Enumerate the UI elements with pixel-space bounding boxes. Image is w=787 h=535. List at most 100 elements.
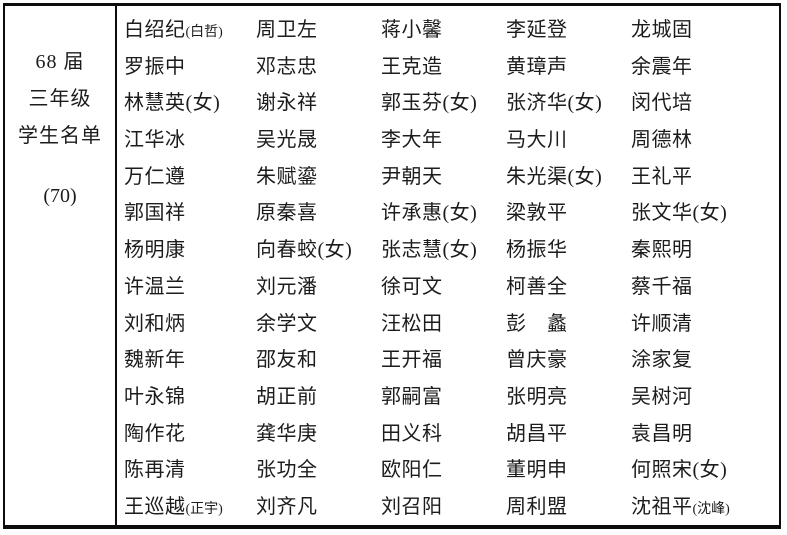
roster-header-line: 三年级 <box>28 88 92 110</box>
name-cell: 蔡千福 <box>624 270 779 299</box>
student-name: 欧阳仁 <box>381 459 443 482</box>
name-cell: 郭嗣富 <box>374 380 499 409</box>
name-cell: 张志慧(女) <box>374 233 499 262</box>
name-cell: 杨振华 <box>499 233 624 262</box>
name-cell: 余学文 <box>249 307 374 336</box>
student-name: 涂家复 <box>631 349 693 372</box>
student-name: 黄璋声 <box>506 55 568 78</box>
student-name: 余学文 <box>256 312 318 335</box>
student-name: 向春蛟(女) <box>256 239 353 262</box>
student-name: 袁昌明 <box>631 422 693 445</box>
student-name: 吴光晟 <box>256 129 318 152</box>
name-cell: 王开福 <box>374 343 499 372</box>
alias-note: (白哲) <box>185 24 223 40</box>
name-cell: 梁敦平 <box>499 196 624 225</box>
student-name: 张明亮 <box>506 386 568 409</box>
student-name: 万仁遵 <box>124 165 186 188</box>
student-name: 龙城固 <box>631 18 693 41</box>
name-cell: 周卫左 <box>249 13 374 42</box>
student-name: 何照宋(女) <box>631 459 728 482</box>
student-name: 朱赋鎏 <box>256 165 318 188</box>
table-row: 白绍纪(白哲) 周卫左 蒋小馨 李延登 龙城固 <box>117 9 779 46</box>
table-row: 万仁遵 朱赋鎏 尹朝天 朱光渠(女) 王礼平 <box>117 156 779 193</box>
student-name: 田义科 <box>381 422 443 445</box>
student-name: 邵友和 <box>256 349 318 372</box>
student-name: 邓志忠 <box>256 55 318 78</box>
student-name: 朱光渠(女) <box>506 165 603 188</box>
student-name: 曾庆豪 <box>506 349 568 372</box>
name-cell: 闵代培 <box>624 86 779 115</box>
student-name: 白绍纪 <box>124 18 186 41</box>
student-roster-table: 68 届三年级 学生名单 (70) 白绍纪(白哲) 周卫左 蒋小馨 李延登 龙城固 罗振中 邓志… <box>3 3 781 529</box>
name-cell: 邵友和 <box>249 343 374 372</box>
name-cell: 原秦喜 <box>249 196 374 225</box>
student-name: 周卫左 <box>256 18 318 41</box>
name-cell: 谢永祥 <box>249 86 374 115</box>
name-cell: 秦熙明 <box>624 233 779 262</box>
student-name: 周德林 <box>631 129 693 152</box>
student-name: 原秦喜 <box>256 202 318 225</box>
student-name: 李大年 <box>381 129 443 152</box>
name-cell: 龙城固 <box>624 13 779 42</box>
name-cell: 张功全 <box>249 453 374 482</box>
name-cell: 周利盟 <box>499 490 624 519</box>
table-row: 叶永锦 胡正前 郭嗣富 张明亮 吴树河 <box>117 376 779 413</box>
student-name: 许温兰 <box>124 275 186 298</box>
name-cell: 许承惠(女) <box>374 196 499 225</box>
student-name: 刘元潘 <box>256 275 318 298</box>
student-name: 沈祖平 <box>631 496 693 519</box>
student-name: 余震年 <box>631 55 693 78</box>
table-row: 陈再清 张功全 欧阳仁 董明申 何照宋(女) <box>117 450 779 487</box>
student-name: 杨振华 <box>506 239 568 262</box>
name-cell: 张明亮 <box>499 380 624 409</box>
student-name: 谢永祥 <box>256 92 318 115</box>
student-name: 马大川 <box>506 129 568 152</box>
name-cell: 袁昌明 <box>624 417 779 446</box>
student-name: 王礼平 <box>631 165 693 188</box>
roster-rows: 白绍纪(白哲) 周卫左 蒋小馨 李延登 龙城固 罗振中 邓志忠 王克造 黄璋声 余震年 林慧英(女)… <box>117 6 779 525</box>
student-name: 王开福 <box>381 349 443 372</box>
student-name: 林慧英(女) <box>124 92 221 115</box>
table-row: 魏新年 邵友和 王开福 曾庆豪 涂家复 <box>117 339 779 376</box>
student-name: 杨明康 <box>124 239 186 262</box>
name-cell: 余震年 <box>624 50 779 79</box>
name-cell: 陈再清 <box>117 453 249 482</box>
student-name: 许顺清 <box>631 312 693 335</box>
student-name: 梁敦平 <box>506 202 568 225</box>
name-cell: 胡昌平 <box>499 417 624 446</box>
table-row: 郭国祥 原秦喜 许承惠(女) 梁敦平 张文华(女) <box>117 193 779 230</box>
student-name: 郭嗣富 <box>381 386 443 409</box>
table-row: 罗振中 邓志忠 王克造 黄璋声 余震年 <box>117 46 779 83</box>
roster-header-line: 学生名单 <box>18 125 102 147</box>
student-name: 刘召阳 <box>381 496 443 519</box>
name-cell: 沈祖平(沈峰) <box>624 490 779 519</box>
student-name: 郭玉芬(女) <box>381 92 478 115</box>
name-cell: 刘召阳 <box>374 490 499 519</box>
name-cell: 尹朝天 <box>374 160 499 189</box>
roster-header: 68 届三年级 学生名单 (70) <box>5 6 117 525</box>
name-cell: 魏新年 <box>117 343 249 372</box>
name-cell: 李大年 <box>374 123 499 152</box>
name-cell: 邓志忠 <box>249 50 374 79</box>
student-name: 徐可文 <box>381 275 443 298</box>
student-name: 王克造 <box>381 55 443 78</box>
table-row: 林慧英(女) 谢永祥 郭玉芬(女) 张济华(女) 闵代培 <box>117 82 779 119</box>
student-name: 江华冰 <box>124 129 186 152</box>
name-cell: 江华冰 <box>117 123 249 152</box>
student-name: 蒋小馨 <box>381 18 443 41</box>
student-name: 王巡越 <box>124 496 186 519</box>
name-cell: 黄璋声 <box>499 50 624 79</box>
name-cell: 王巡越(正宇) <box>117 490 249 519</box>
name-cell: 徐可文 <box>374 270 499 299</box>
student-name: 陈再清 <box>124 459 186 482</box>
name-cell: 曾庆豪 <box>499 343 624 372</box>
name-cell: 吴树河 <box>624 380 779 409</box>
roster-header-line: (70) <box>43 185 77 207</box>
name-cell: 郭玉芬(女) <box>374 86 499 115</box>
name-cell: 蒋小馨 <box>374 13 499 42</box>
student-name: 汪松田 <box>381 312 443 335</box>
student-name: 柯善全 <box>506 275 568 298</box>
student-name: 张功全 <box>256 459 318 482</box>
student-name: 叶永锦 <box>124 386 186 409</box>
student-name: 刘和炳 <box>124 312 186 335</box>
